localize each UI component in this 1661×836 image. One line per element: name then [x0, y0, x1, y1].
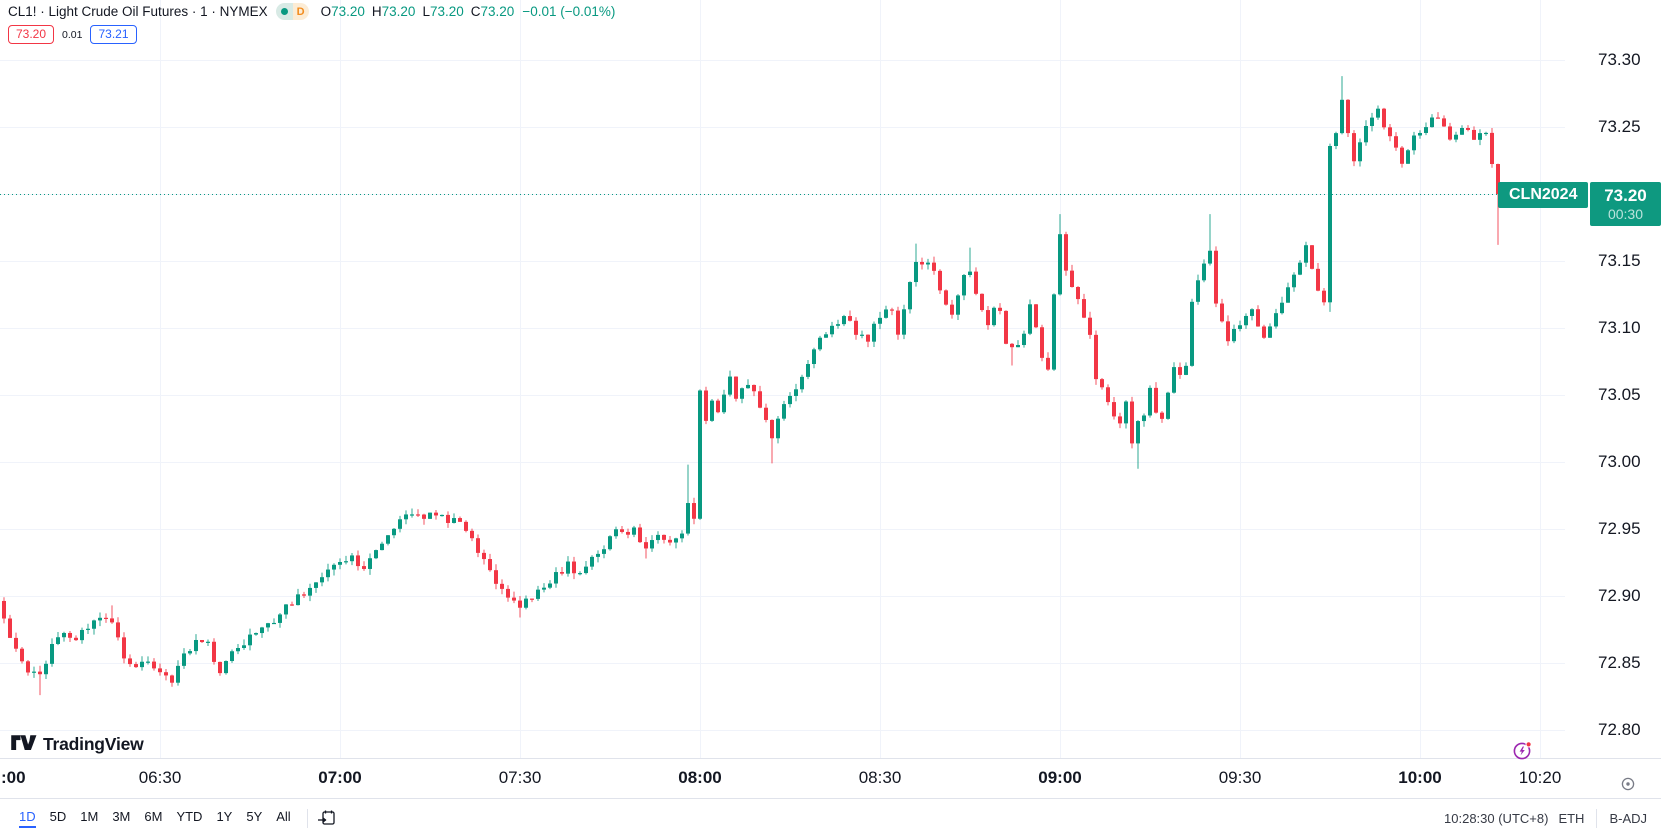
time-axis[interactable]: :00 06:30 07:00 07:30 08:00 08:30 09:00 09:30 10… — [0, 758, 1661, 799]
time-axis-label: 09:30 — [1218, 768, 1262, 787]
market-open-dot-icon — [275, 3, 293, 20]
sell-price-button[interactable]: 73.20 — [8, 25, 55, 44]
range-button-6m[interactable]: 6M — [144, 808, 163, 824]
current-price-label: 73.20 00:30 — [1590, 182, 1661, 226]
bottom-toolbar: 1D 5D 1M 3M 6M YTD 1Y 5Y All 10:28:30 (UTC+8) ET… — [0, 798, 1661, 836]
range-button-1y[interactable]: 1Y — [216, 808, 233, 824]
time-axis-label: 07:00 — [318, 768, 362, 787]
range-button-5d[interactable]: 5D — [49, 808, 67, 824]
daily-session-badge: D — [292, 3, 309, 20]
bar-countdown: 00:30 — [1607, 206, 1644, 222]
range-button-5y[interactable]: 5Y — [246, 808, 263, 824]
price-axis-label: 73.30 — [1598, 50, 1641, 69]
time-axis-label: 07:30 — [498, 768, 542, 787]
go-to-date-button[interactable] — [317, 808, 337, 828]
range-button-1d[interactable]: 1D — [12, 806, 43, 831]
chart-legend: CL1! · Light Crude Oil Futures · 1 · NYM… — [8, 3, 615, 44]
chart-canvas[interactable] — [0, 0, 1565, 758]
date-range-switcher: 1D 5D 1M 3M 6M YTD 1Y 5Y All — [0, 806, 298, 831]
time-axis-label: 10:20 — [1518, 768, 1562, 787]
spread-value: 0.01 — [62, 28, 83, 41]
time-axis-label: 08:00 — [678, 768, 722, 787]
time-axis-label: 06:30 — [138, 768, 182, 787]
range-button-ytd[interactable]: YTD — [176, 808, 203, 824]
toolbar-divider — [306, 808, 308, 828]
time-axis-label: :00 — [1, 768, 26, 787]
time-axis-label: 09:00 — [1038, 768, 1082, 787]
toolbar-divider — [1596, 808, 1598, 828]
range-button-1m[interactable]: 1M — [80, 808, 99, 824]
ohlc-item: O73.20 — [320, 4, 365, 19]
session-eth-button[interactable]: ETH — [1558, 810, 1585, 826]
symbol-title[interactable]: CL1! · Light Crude Oil Futures · 1 · NYM… — [8, 4, 268, 19]
price-axis-label: 73.15 — [1598, 251, 1641, 270]
notification-dot — [1525, 741, 1532, 748]
price-change: −0.01 (−0.01%) — [522, 4, 616, 19]
price-axis-label: 72.90 — [1598, 586, 1641, 605]
gridlines — [0, 0, 1565, 758]
ohlc-item: C73.20 — [470, 4, 515, 19]
price-axis-label: 73.10 — [1598, 318, 1641, 337]
range-button-3m[interactable]: 3M — [112, 808, 131, 824]
flash-alert-button[interactable] — [1512, 739, 1534, 761]
buy-price-button[interactable]: 73.21 — [90, 25, 137, 44]
circle-dot-icon — [1621, 777, 1635, 791]
candles — [2, 76, 1500, 696]
price-axis-label: 72.80 — [1598, 720, 1641, 739]
contract-label: CLN2024 — [1498, 182, 1589, 208]
ohlc-item: H73.20 — [371, 4, 416, 19]
price-axis-label: 73.00 — [1598, 452, 1641, 471]
clock-timezone-button[interactable]: 10:28:30 (UTC+8) — [1444, 810, 1549, 826]
price-axis-label: 72.85 — [1598, 653, 1641, 672]
market-status-badge: D — [275, 3, 309, 20]
tradingview-logo-text: TradingView — [43, 734, 144, 754]
go-to-date-icon — [317, 810, 335, 825]
time-axis-label: 08:30 — [858, 768, 902, 787]
price-axis-label: 73.05 — [1598, 385, 1641, 404]
tradingview-mark-icon — [11, 735, 37, 750]
axis-corner-button[interactable] — [1620, 776, 1636, 792]
time-axis-label: 10:00 — [1398, 768, 1442, 787]
price-axis[interactable]: 73.30 73.25 73.20 73.15 73.10 73.05 73.00 72.95… — [1565, 0, 1661, 758]
current-price-value: 73.20 — [1604, 186, 1647, 205]
back-adjust-button[interactable]: B-ADJ — [1609, 810, 1647, 826]
price-axis-label: 72.95 — [1598, 519, 1641, 538]
price-axis-label: 73.25 — [1598, 117, 1641, 136]
ohlc-values: O73.20 H73.20 L73.20 C73.20 — [321, 4, 515, 19]
ohlc-item: L73.20 — [422, 4, 464, 19]
lightning-icon — [1519, 746, 1525, 756]
range-button-all[interactable]: All — [276, 808, 291, 824]
tradingview-logo[interactable]: TradingView — [10, 734, 144, 755]
